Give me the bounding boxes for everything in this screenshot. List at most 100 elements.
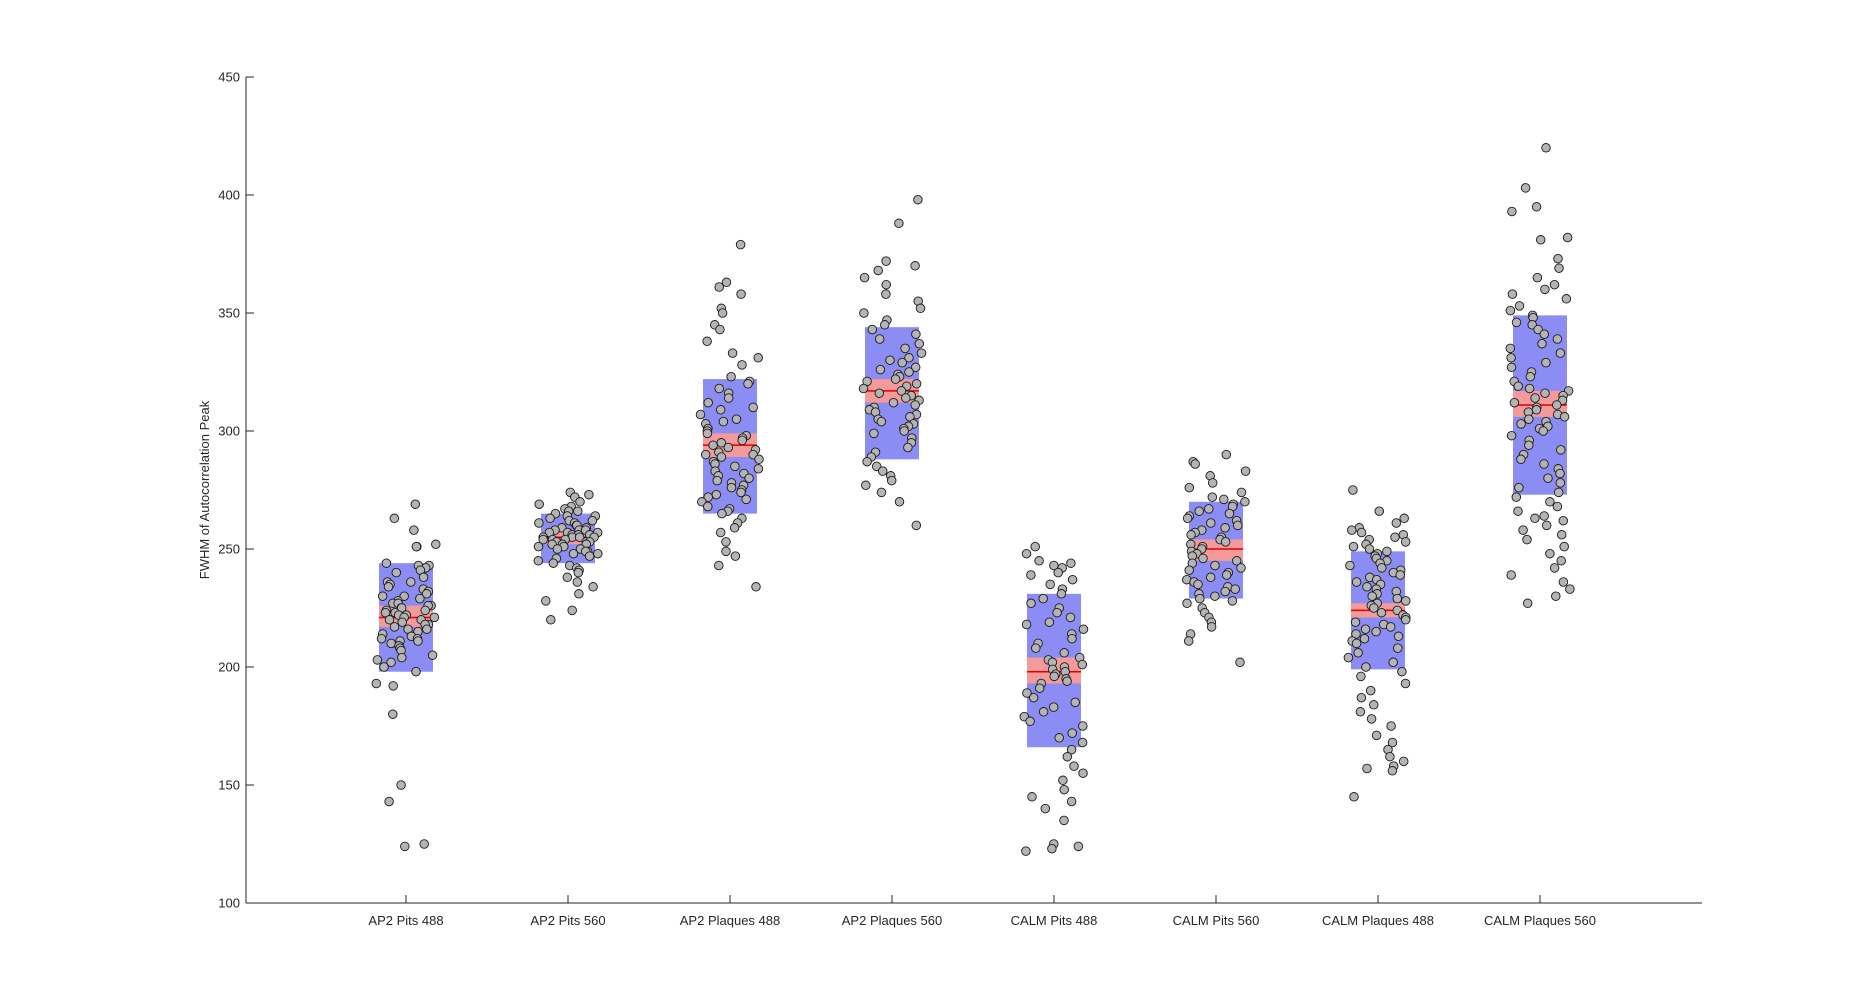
data-point xyxy=(1385,622,1396,632)
data-point xyxy=(429,612,440,623)
data-point xyxy=(1058,775,1068,786)
data-point xyxy=(904,367,914,377)
data-point xyxy=(859,308,869,318)
data-point xyxy=(886,475,897,486)
y-tick-label: 150 xyxy=(218,778,240,793)
data-point xyxy=(410,499,421,509)
data-point xyxy=(1073,841,1084,852)
data-point xyxy=(894,497,905,507)
data-point xyxy=(1393,631,1404,642)
data-point xyxy=(1207,478,1218,488)
x-tick-label: AP2 Plaques 488 xyxy=(680,913,780,928)
data-point xyxy=(711,489,722,500)
data-point xyxy=(1220,586,1230,597)
data-point xyxy=(1506,570,1516,580)
data-point xyxy=(409,525,419,535)
data-point xyxy=(371,678,382,689)
data-point xyxy=(1543,473,1553,483)
data-point xyxy=(874,388,885,398)
data-point xyxy=(1391,518,1402,528)
data-point xyxy=(1398,756,1409,767)
data-point xyxy=(1558,515,1569,526)
data-point xyxy=(389,622,400,632)
data-point xyxy=(1541,143,1551,153)
data-point xyxy=(1236,563,1246,573)
data-point xyxy=(1371,730,1382,741)
data-point xyxy=(1198,553,1208,564)
data-point xyxy=(702,336,712,347)
data-point xyxy=(1205,572,1216,583)
data-point xyxy=(901,393,911,403)
data-point xyxy=(1514,301,1525,311)
y-tick-label: 100 xyxy=(218,896,240,911)
data-point xyxy=(1525,371,1536,382)
data-point xyxy=(431,539,441,550)
data-point xyxy=(1343,652,1354,663)
group-3 xyxy=(695,239,764,592)
plot-area xyxy=(371,143,1575,856)
data-point xyxy=(1059,815,1069,826)
data-point xyxy=(1400,678,1411,689)
data-point xyxy=(726,371,736,382)
group-5 xyxy=(1019,541,1089,856)
data-point xyxy=(388,681,398,691)
data-point xyxy=(1038,707,1049,717)
data-point xyxy=(888,397,899,408)
data-point xyxy=(730,551,741,561)
data-point xyxy=(900,343,910,354)
data-point xyxy=(723,393,734,403)
data-point xyxy=(411,666,421,677)
data-point xyxy=(911,379,922,389)
data-point xyxy=(751,582,761,592)
data-point xyxy=(1390,532,1400,542)
data-point xyxy=(1387,766,1398,776)
data-point xyxy=(1388,657,1398,668)
data-point xyxy=(1518,525,1528,535)
data-point xyxy=(1385,751,1395,762)
data-point xyxy=(1028,692,1039,703)
data-point xyxy=(715,405,726,415)
data-point xyxy=(721,546,731,557)
data-point xyxy=(1066,744,1077,755)
data-point xyxy=(562,572,573,583)
data-point xyxy=(541,596,551,606)
data-point xyxy=(1065,612,1076,623)
data-point xyxy=(1230,584,1240,594)
data-point xyxy=(427,650,438,660)
data-point xyxy=(1530,513,1540,524)
data-point xyxy=(862,456,872,467)
data-point xyxy=(881,256,891,266)
data-point xyxy=(716,452,727,462)
data-point xyxy=(1360,624,1371,634)
data-point xyxy=(388,709,398,719)
data-point xyxy=(1184,482,1195,493)
data-point xyxy=(573,567,584,578)
data-point xyxy=(859,272,870,283)
data-point xyxy=(1551,591,1561,601)
data-point xyxy=(1026,570,1036,580)
data-point xyxy=(593,548,603,559)
data-point xyxy=(1056,589,1067,599)
data-point xyxy=(879,320,890,330)
data-point xyxy=(1206,518,1216,528)
data-point xyxy=(1538,426,1548,436)
data-point xyxy=(1511,492,1522,502)
data-point xyxy=(1364,544,1375,554)
data-point xyxy=(1210,560,1220,571)
data-point xyxy=(881,289,891,299)
data-point xyxy=(1221,570,1232,580)
data-point xyxy=(413,636,423,646)
data-point xyxy=(1369,700,1379,710)
data-point xyxy=(1219,494,1229,505)
data-point xyxy=(1184,565,1194,575)
data-point xyxy=(717,308,728,318)
data-point xyxy=(1565,584,1575,594)
data-point xyxy=(420,605,430,616)
data-point xyxy=(1345,560,1355,571)
data-point xyxy=(1078,768,1088,778)
data-point xyxy=(1204,504,1214,514)
data-point xyxy=(545,513,555,524)
data-point xyxy=(897,357,907,368)
data-point xyxy=(1348,541,1359,552)
data-point xyxy=(1066,558,1076,568)
